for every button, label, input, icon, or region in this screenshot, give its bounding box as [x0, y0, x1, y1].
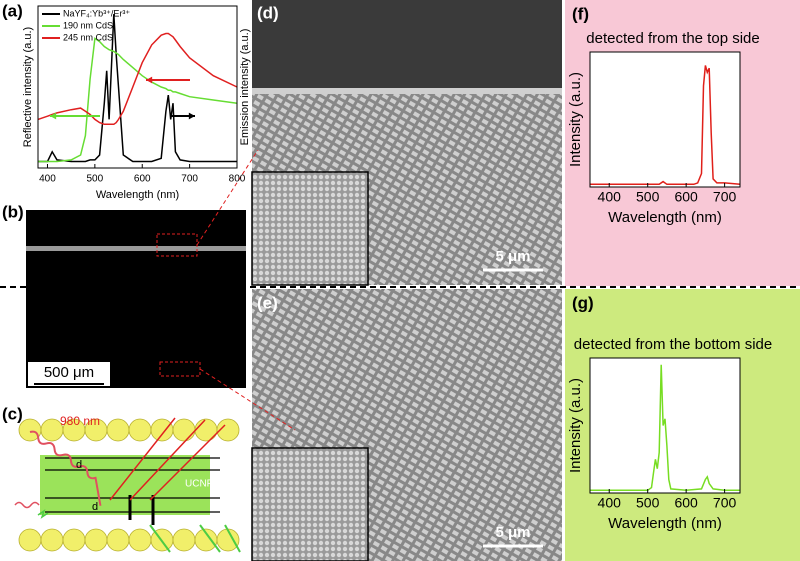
plot-frame: [589, 357, 741, 494]
film-surface: [252, 88, 562, 94]
series-line: [38, 14, 237, 163]
x-tick-label: 600: [674, 495, 698, 511]
x-tick-label: 400: [39, 174, 56, 185]
x-tick-label: 400: [598, 189, 622, 205]
chart-title: detected from the top side: [586, 30, 759, 47]
series-line: [590, 364, 740, 492]
x-tick-label: 500: [636, 189, 660, 205]
sem-inset: [251, 447, 369, 561]
x-axis-label: Wavelength (nm): [608, 515, 722, 532]
x-tick-label: 400: [598, 495, 622, 511]
annotation-arrowhead: [50, 112, 57, 120]
dimension-label: d: [76, 459, 82, 471]
x-tick-label: 700: [713, 189, 737, 205]
schematic: [14, 417, 241, 553]
x-axis-label: Wavelength (nm): [608, 209, 722, 226]
chart-title: detected from the bottom side: [574, 336, 772, 353]
scale-label: 5 μm: [495, 248, 530, 265]
film-edge: [26, 246, 246, 251]
scale-label: 5 μm: [495, 524, 530, 541]
panel-label: (d): [257, 3, 279, 22]
panel-label: (c): [2, 404, 23, 423]
x-tick-label: 600: [674, 189, 698, 205]
y-axis-label: Intensity (a.u.): [567, 378, 584, 473]
link-arrow: [199, 368, 296, 431]
scale-box: [28, 362, 110, 386]
panel-label: (e): [257, 293, 278, 312]
panel-label: (g): [572, 293, 594, 312]
panel-label: (f): [572, 4, 589, 23]
x-tick-label: 600: [134, 174, 151, 185]
sem-background: [252, 0, 562, 92]
plot-area: [590, 52, 740, 187]
annotation-arrowhead: [146, 76, 153, 84]
x-tick-label: 500: [87, 174, 104, 185]
x-tick-label: 700: [181, 174, 198, 185]
annotation-arrowhead: [188, 112, 195, 120]
x-axis-label: Wavelength (nm): [96, 189, 179, 201]
legend-label: 245 nm CdS: [63, 32, 113, 42]
series-line: [38, 37, 238, 163]
panel-label: (a): [2, 1, 23, 20]
series-line: [37, 32, 238, 126]
x-tick-label: 700: [713, 495, 737, 511]
dimension-label: d: [92, 501, 98, 513]
x-tick-label: 500: [636, 495, 660, 511]
y2-axis-label: Emission intensity (a.u.): [239, 29, 251, 146]
x-tick-label: 800: [229, 174, 246, 185]
link-arrow: [196, 149, 259, 246]
y-axis-label: Intensity (a.u.): [567, 72, 584, 167]
laser-label: 980 nm: [60, 414, 100, 428]
sem-inset: [251, 171, 369, 286]
plot-frame: [37, 5, 238, 169]
panel-label: (b): [2, 202, 24, 221]
plot-frame: [589, 51, 741, 188]
legend-label: 190 nm CdS: [63, 20, 113, 30]
layer-label: UCNPs: [185, 479, 218, 490]
series-line: [590, 65, 741, 186]
legend-label: NaYF₄:Yb³⁺/Er³⁺: [63, 8, 130, 18]
y-axis-label: Reflective intensity (a.u.): [22, 27, 34, 147]
optical-image: [26, 210, 246, 388]
scale-label: 500 μm: [44, 364, 94, 381]
